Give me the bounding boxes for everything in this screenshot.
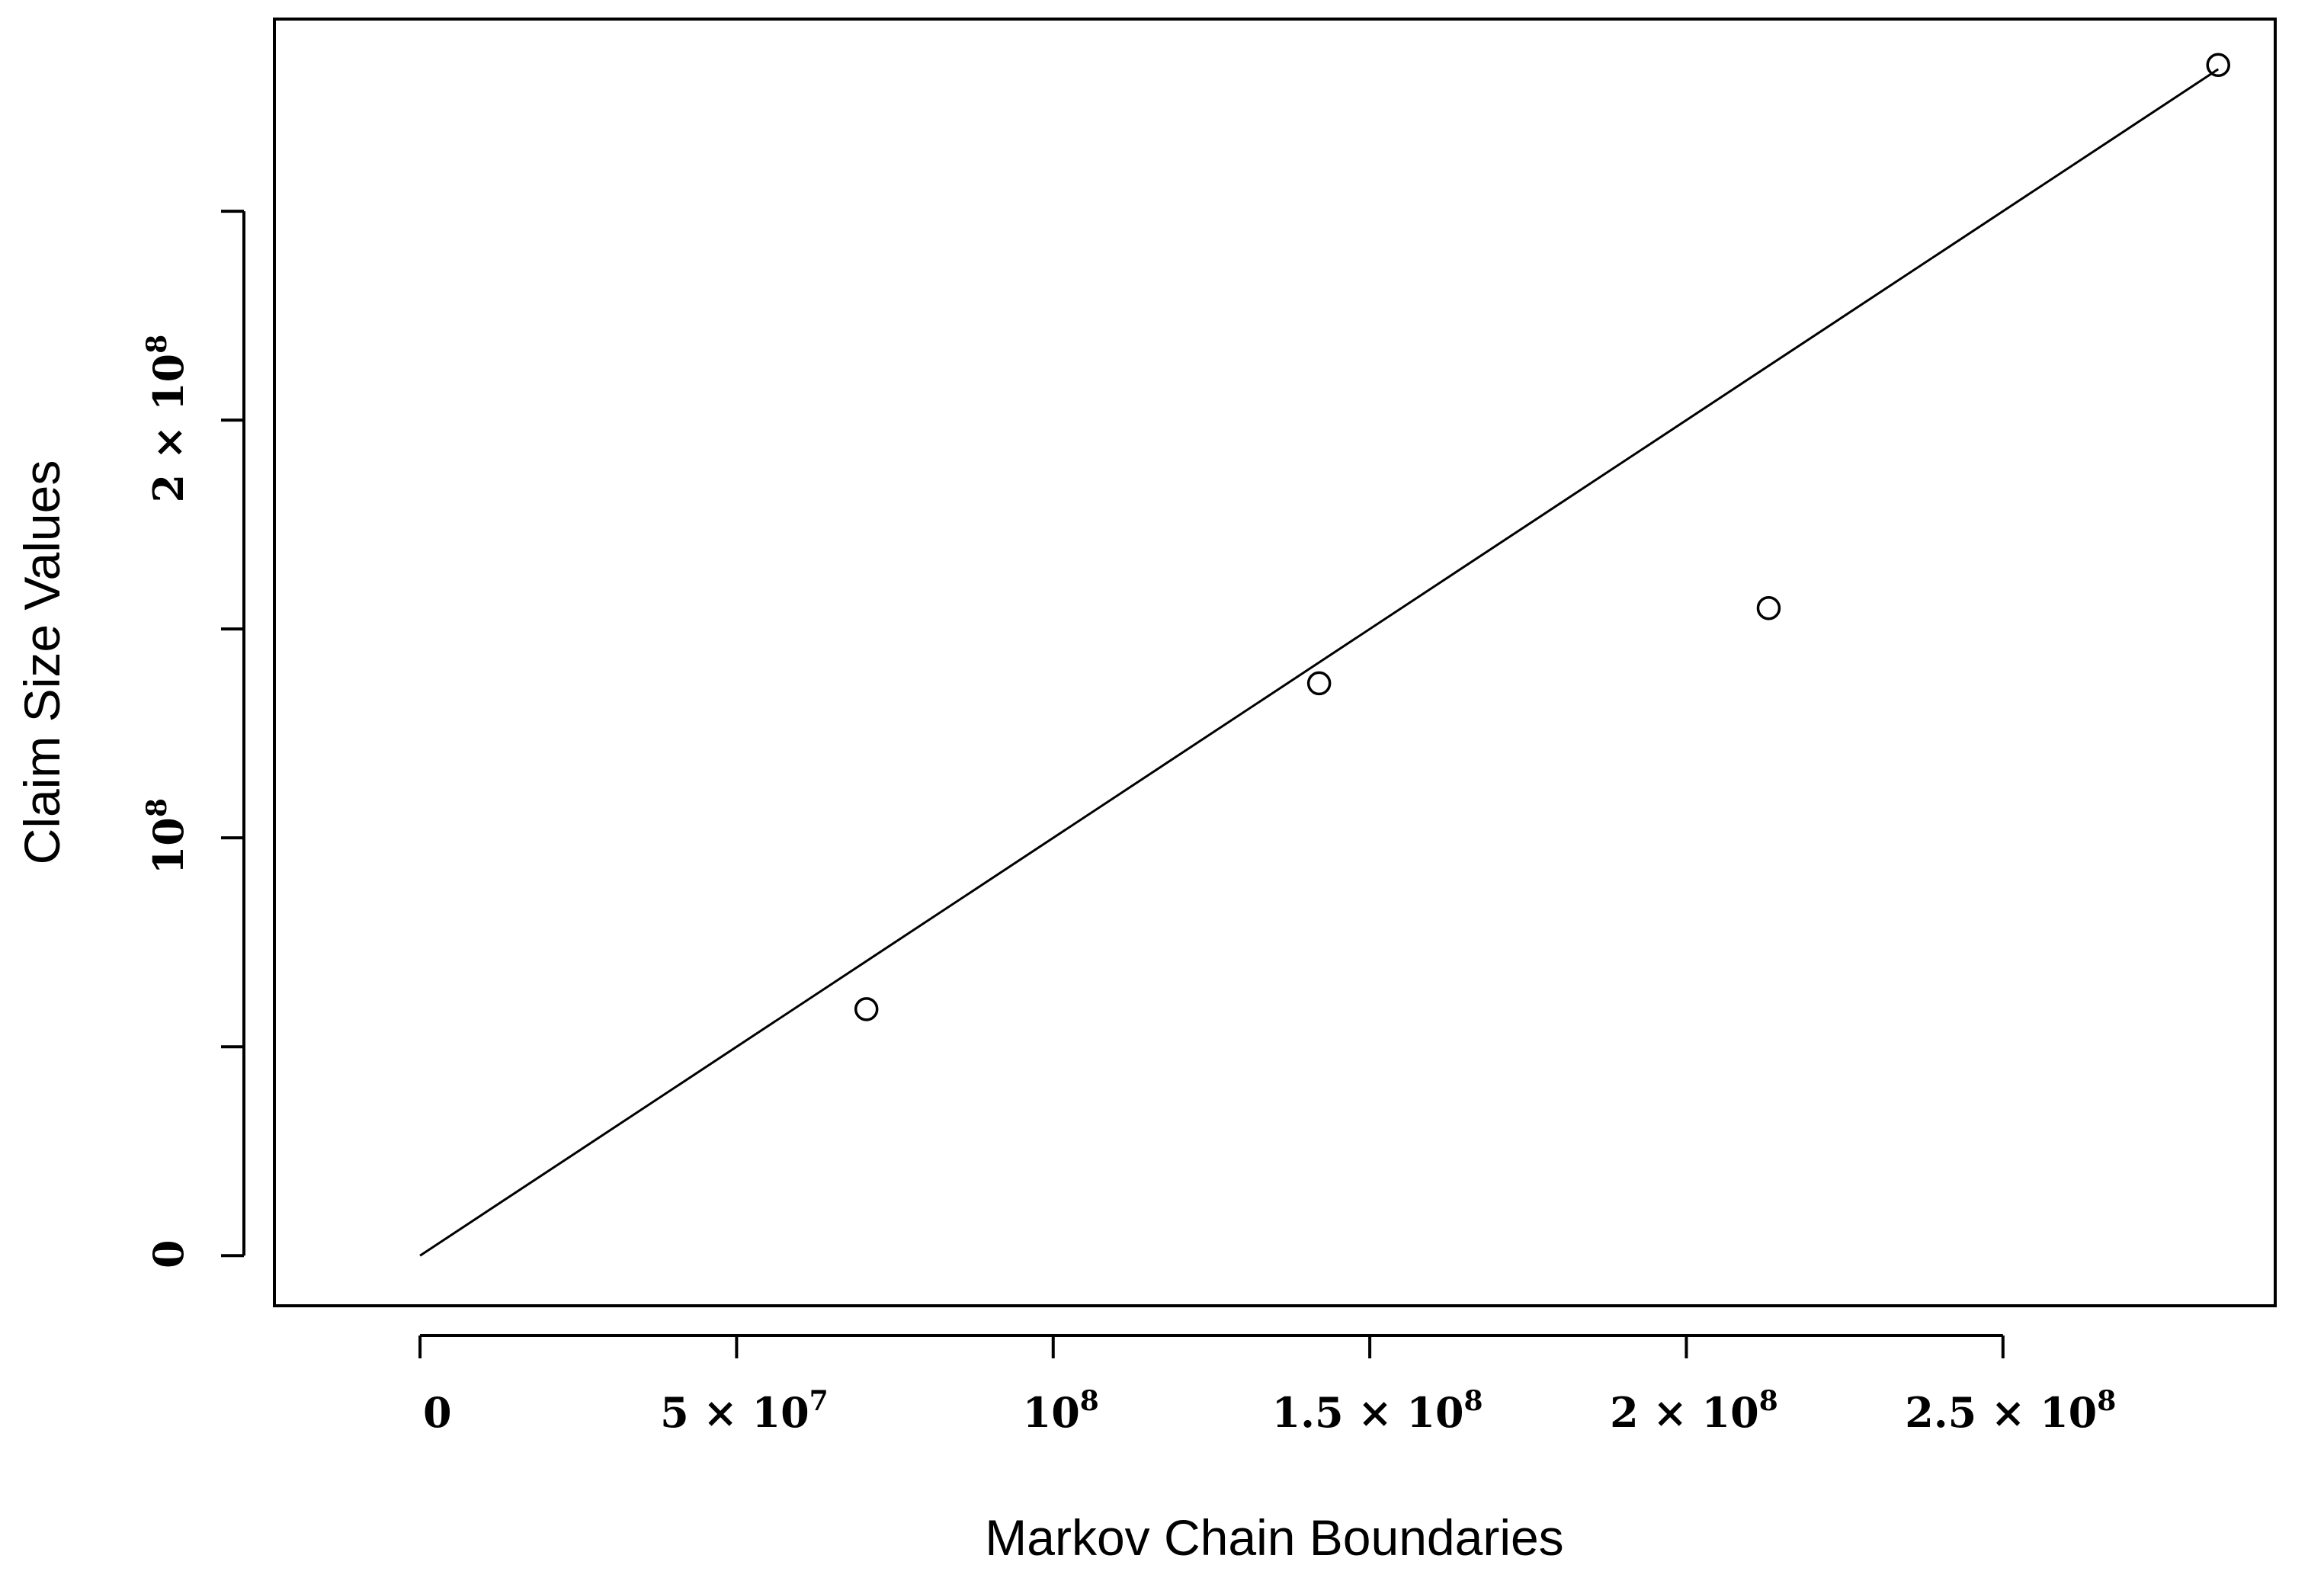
y-tick-label-2-text: 10	[144, 817, 193, 874]
y-tick-label-0: 0	[144, 1239, 193, 1268]
x-tick-label-4-exponent: 8	[1759, 1385, 1778, 1417]
x-tick-label-4: 2 × 108	[1610, 1385, 1778, 1437]
x-tick-label-3-exponent: 8	[1464, 1385, 1483, 1417]
x-tick-label-5: 2.5 × 108	[1905, 1385, 2116, 1437]
x-tick-label-0: 0	[423, 1388, 452, 1437]
fit-line	[419, 68, 2220, 1257]
y-tick-label-2: 108	[141, 798, 193, 874]
x-tick-label-0-text: 0	[423, 1388, 452, 1437]
y-axis-title: Claim Size Values	[14, 460, 70, 865]
y-tick-label-4-text: 2 × 10	[144, 354, 193, 503]
data-point-3	[2206, 53, 2230, 78]
y-tick-label-2-exponent: 8	[141, 798, 173, 817]
x-tick-label-1-text: 5 × 10	[660, 1388, 809, 1437]
y-tick-label-0-text: 0	[144, 1239, 193, 1268]
x-axis-title: Markov Chain Boundaries	[985, 1509, 1563, 1566]
x-tick-label-2-text: 10	[1023, 1388, 1080, 1437]
x-tick-label-2-exponent: 8	[1080, 1385, 1099, 1417]
x-tick-label-3-text: 1.5 × 10	[1272, 1388, 1464, 1437]
x-tick-label-1: 5 × 107	[660, 1385, 829, 1437]
x-tick-label-3: 1.5 × 108	[1272, 1385, 1483, 1437]
y-tick-label-4: 2 × 108	[141, 335, 193, 503]
data-point-1	[1306, 671, 1332, 696]
series-layer	[419, 53, 2230, 1257]
data-point-2	[1756, 596, 1781, 620]
x-tick-label-2: 108	[1023, 1385, 1099, 1437]
x-tick-label-4-text: 2 × 10	[1610, 1388, 1759, 1437]
y-tick-label-4-exponent: 8	[141, 335, 173, 354]
plot-frame	[273, 18, 2277, 1307]
data-point-0	[854, 997, 879, 1021]
x-tick-label-5-text: 2.5 × 10	[1905, 1388, 2097, 1437]
x-tick-label-5-exponent: 8	[2097, 1385, 2116, 1417]
x-tick-label-1-exponent: 7	[809, 1385, 829, 1417]
